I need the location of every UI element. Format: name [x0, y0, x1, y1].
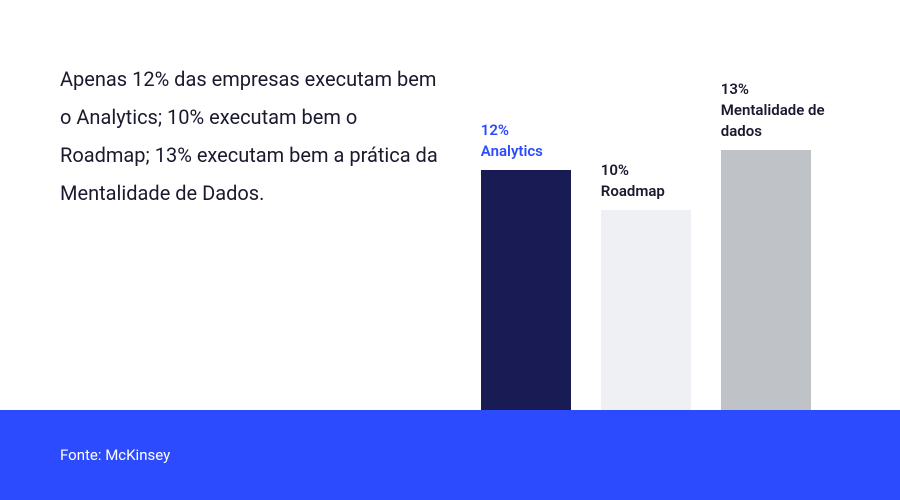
description-column: Apenas 12% das empresas executam bem o A… — [60, 60, 471, 410]
bar-group-analytics: 12% Analytics — [481, 170, 571, 410]
bar-name: Roadmap — [601, 181, 721, 202]
bar-name: Mentalidade de dados — [721, 100, 841, 142]
bar-percent: 10% — [601, 160, 721, 181]
description-text: Apenas 12% das empresas executam bem o A… — [60, 60, 451, 212]
bar-percent: 13% — [721, 79, 841, 100]
bar-group-roadmap: 10% Roadmap — [601, 210, 691, 410]
footer-band: Fonte: McKinsey — [0, 410, 900, 500]
bar-percent: 12% — [481, 120, 601, 141]
bar-label-analytics: 12% Analytics — [481, 120, 601, 162]
bar-chart: 12% Analytics 10% Roadmap 13% Mentalidad… — [471, 60, 850, 410]
bar-label-roadmap: 10% Roadmap — [601, 160, 721, 202]
bar-name: Analytics — [481, 141, 601, 162]
bar-roadmap — [601, 210, 691, 410]
source-text: Fonte: McKinsey — [60, 446, 170, 464]
bar-mentalidade — [721, 150, 811, 410]
bar-group-mentalidade: 13% Mentalidade de dados — [721, 150, 811, 410]
bar-analytics — [481, 170, 571, 410]
content-area: Apenas 12% das empresas executam bem o A… — [0, 0, 900, 410]
bar-label-mentalidade: 13% Mentalidade de dados — [721, 79, 841, 142]
